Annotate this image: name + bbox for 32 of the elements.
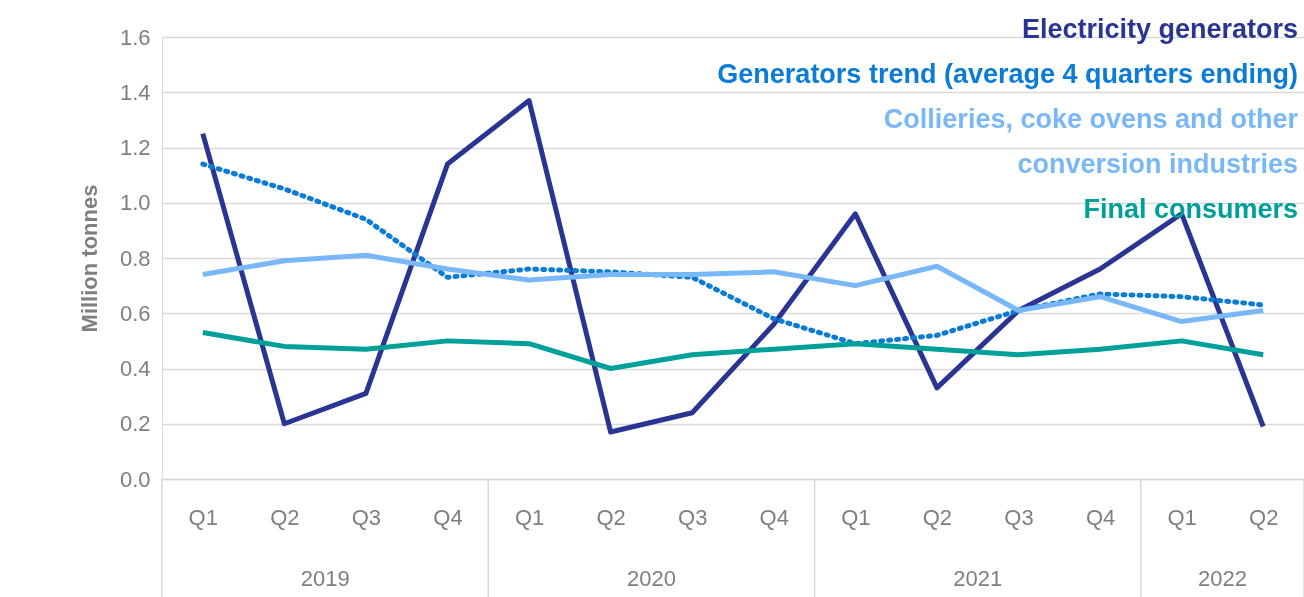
y-tick-label: 1.4 — [119, 79, 151, 105]
y-tick-label: 1.0 — [119, 190, 151, 216]
text: Collieries, coke ovens and other conversion industries — [883, 104, 1299, 179]
y-tick-label: 0.6 — [119, 300, 151, 326]
x-tick-label: Q1 — [1167, 504, 1197, 530]
y-axis-title: Million tonnes — [76, 184, 102, 333]
x-tick-label: Q2 — [922, 504, 953, 530]
x-tick-label: Q2 — [1249, 504, 1279, 530]
x-tick-label: Q1 — [841, 504, 871, 530]
y-tick-label: 1.6 — [119, 24, 151, 50]
x-tick-label: Q3 — [1004, 504, 1034, 530]
y-tick-label: 0.0 — [119, 466, 151, 492]
x-tick-label: Q3 — [351, 504, 382, 530]
y-tick-label: 0.8 — [119, 245, 151, 271]
x-tick-label: Q4 — [759, 504, 789, 530]
y-tick-label: 0.4 — [119, 356, 151, 381]
y-tick-label: 0.2 — [119, 411, 151, 437]
x-tick-label: Q1 — [188, 504, 218, 530]
x-tick-label: Q4 — [1085, 504, 1116, 530]
text: 2022 — [1197, 566, 1247, 591]
text: Electricity generators — [1021, 14, 1298, 44]
text: 2019 — [300, 566, 350, 591]
x-tick-label: Q3 — [678, 504, 708, 530]
text: Final consumers — [1083, 194, 1298, 224]
text: Generators trend (average 4 quarters ending) — [717, 59, 1298, 89]
text: 2020 — [626, 566, 676, 591]
x-tick-label: Q2 — [270, 504, 300, 530]
text: 2021 — [953, 566, 1003, 591]
x-tick-label: Q4 — [433, 504, 463, 530]
x-tick-label: Q1 — [514, 504, 545, 530]
x-tick-label: Q2 — [596, 504, 626, 530]
y-tick-label: 1.2 — [119, 135, 151, 160]
